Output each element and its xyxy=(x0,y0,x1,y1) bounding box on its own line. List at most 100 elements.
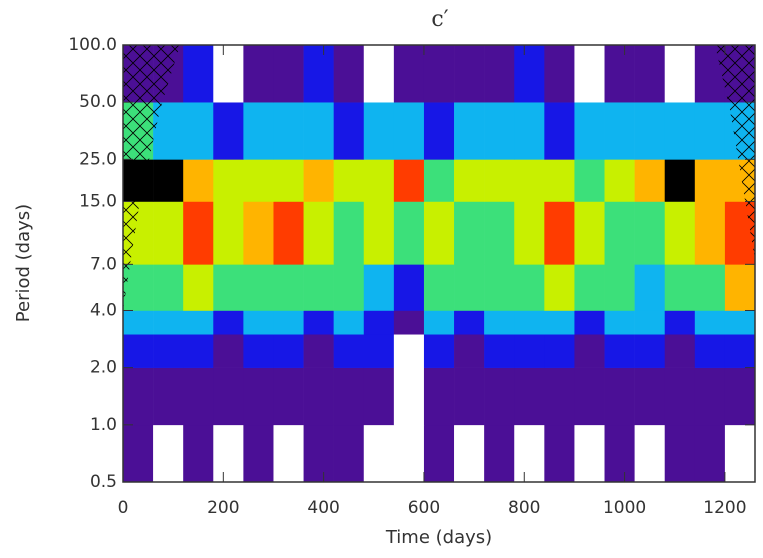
x-tick-label: 1200 xyxy=(703,498,746,518)
heat-cell xyxy=(333,102,365,160)
heat-cell xyxy=(183,424,214,483)
heat-cell xyxy=(423,102,455,160)
heat-cell xyxy=(243,424,274,483)
heat-cell xyxy=(574,367,605,426)
heat-cell xyxy=(664,310,696,335)
heat-cell xyxy=(484,334,515,368)
heat-cell xyxy=(454,201,485,265)
heat-cell xyxy=(213,367,244,426)
heat-cell xyxy=(634,424,666,483)
heat-cell xyxy=(634,310,666,335)
heat-cell xyxy=(484,102,515,160)
heat-cell xyxy=(454,367,485,426)
heat-cell xyxy=(514,334,545,368)
heat-cell xyxy=(243,264,274,311)
heat-cell xyxy=(514,264,545,311)
heat-cell xyxy=(363,367,395,426)
heat-cell xyxy=(213,159,244,202)
heat-cell xyxy=(123,310,154,335)
heat-cell xyxy=(544,45,575,103)
heat-cell xyxy=(393,201,425,265)
heat-cell xyxy=(303,424,334,483)
heat-cell xyxy=(634,367,666,426)
heat-cell xyxy=(333,201,365,265)
heat-cell xyxy=(454,159,485,202)
heat-cell xyxy=(604,201,635,265)
heat-cell xyxy=(333,310,365,335)
x-tick-label: 800 xyxy=(508,498,540,518)
heat-cell xyxy=(243,334,274,368)
heat-cell xyxy=(183,45,214,103)
heat-cell xyxy=(604,310,635,335)
heat-cell xyxy=(514,424,545,483)
heat-cell xyxy=(664,45,696,103)
heat-cell xyxy=(363,102,395,160)
heat-cell xyxy=(484,264,515,311)
heat-cell xyxy=(664,159,696,202)
heat-cell xyxy=(604,159,635,202)
heat-cell xyxy=(363,310,395,335)
heat-cell xyxy=(634,201,666,265)
heat-cell xyxy=(574,264,605,311)
heat-cell xyxy=(694,424,726,483)
y-tick-label: 4.0 xyxy=(90,300,117,320)
heat-cell xyxy=(724,334,756,368)
heat-cell xyxy=(273,102,304,160)
heat-cell xyxy=(303,102,334,160)
heat-cell xyxy=(454,334,485,368)
heat-cell xyxy=(393,45,425,103)
heat-cell xyxy=(724,367,756,426)
x-tick-label: 0 xyxy=(118,498,129,518)
y-tick-label: 2.0 xyxy=(90,358,117,378)
heat-cell xyxy=(333,159,365,202)
heat-cell xyxy=(183,102,214,160)
heat-cell xyxy=(694,264,726,311)
heat-cell xyxy=(574,334,605,368)
y-tick-label: 7.0 xyxy=(90,254,117,274)
heat-cell xyxy=(393,102,425,160)
heat-cell xyxy=(634,264,666,311)
heat-cell xyxy=(183,334,214,368)
heat-cell xyxy=(694,201,726,265)
heat-cell xyxy=(333,334,365,368)
y-tick-label: 0.5 xyxy=(90,472,117,492)
heat-cell xyxy=(634,45,666,103)
heat-cell xyxy=(694,367,726,426)
heat-cell xyxy=(634,102,666,160)
heat-cell xyxy=(183,310,214,335)
heat-cell xyxy=(183,159,214,202)
heat-cell xyxy=(484,310,515,335)
heat-cell xyxy=(303,201,334,265)
heat-cell xyxy=(544,159,575,202)
heat-cell xyxy=(664,201,696,265)
y-tick-label: 100.0 xyxy=(68,35,117,55)
heat-cell xyxy=(604,264,635,311)
heat-cell xyxy=(724,310,756,335)
heat-cell xyxy=(333,424,365,483)
heat-cell xyxy=(423,264,455,311)
heat-cell xyxy=(423,310,455,335)
heat-cell xyxy=(484,159,515,202)
heat-cell xyxy=(604,367,635,426)
x-tick-label: 600 xyxy=(408,498,440,518)
heat-cell xyxy=(694,310,726,335)
heat-cell xyxy=(423,367,455,426)
heat-cell xyxy=(544,201,575,265)
heat-cell xyxy=(213,310,244,335)
heat-cell xyxy=(393,310,425,335)
heat-cell xyxy=(664,102,696,160)
heat-cell xyxy=(273,159,304,202)
chart-title: c′ xyxy=(431,7,448,32)
heat-cell xyxy=(484,424,515,483)
heat-cell xyxy=(243,367,274,426)
x-tick-label: 400 xyxy=(307,498,339,518)
heat-cell xyxy=(213,264,244,311)
heat-cell xyxy=(213,102,244,160)
heat-cell xyxy=(153,201,184,265)
heat-cell xyxy=(664,334,696,368)
heat-cell xyxy=(604,102,635,160)
heat-cell xyxy=(664,264,696,311)
heat-cell xyxy=(454,424,485,483)
y-tick-label: 25.0 xyxy=(79,149,117,169)
